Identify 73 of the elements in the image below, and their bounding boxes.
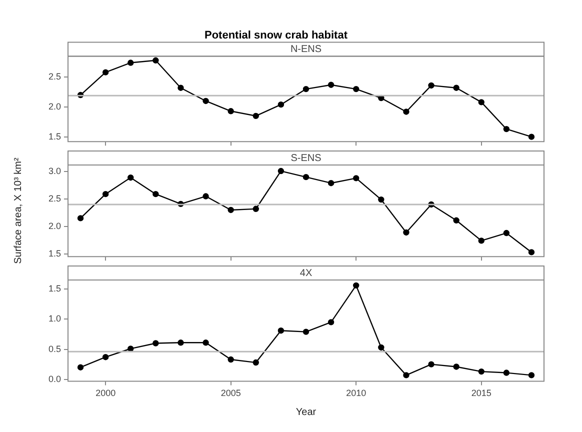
point	[228, 206, 234, 214]
chart-subtitle: S-ENS	[290, 152, 322, 164]
point	[528, 249, 535, 256]
point	[152, 340, 159, 346]
point	[353, 282, 360, 289]
point	[378, 196, 384, 203]
y-tick-label: 2.0	[48, 220, 61, 231]
point	[478, 368, 484, 375]
point	[428, 361, 434, 368]
point	[152, 57, 159, 64]
y-tick-label: 1.0	[48, 314, 61, 324]
x-axis-title: Year	[296, 406, 317, 418]
point	[128, 174, 134, 181]
point	[478, 99, 484, 106]
point	[228, 356, 234, 363]
point	[178, 340, 184, 346]
point	[102, 354, 109, 360]
point	[202, 193, 209, 200]
chart-title: Potential snow crab habitat	[204, 30, 348, 42]
point	[152, 190, 159, 198]
point	[428, 82, 434, 89]
point	[278, 101, 284, 108]
y-tick-label: 2.5	[48, 72, 61, 82]
point	[353, 86, 360, 92]
point	[77, 215, 84, 222]
point	[503, 370, 510, 376]
point	[302, 86, 310, 92]
y-tick-label: 1.5	[48, 131, 61, 142]
point	[102, 69, 109, 76]
point	[77, 364, 84, 370]
point	[328, 82, 334, 88]
point	[302, 174, 310, 180]
point	[503, 126, 510, 132]
point	[278, 168, 284, 174]
point	[378, 344, 384, 351]
point	[202, 340, 209, 346]
point	[128, 60, 134, 66]
x-tick-label: 2015	[471, 388, 492, 398]
point	[202, 98, 209, 104]
point	[278, 328, 284, 334]
point	[353, 175, 360, 182]
y-tick-label: 1.5	[48, 284, 61, 294]
x-tick-label: 2005	[220, 388, 241, 398]
point	[252, 206, 259, 212]
point	[252, 359, 259, 366]
point	[178, 84, 184, 91]
point	[302, 328, 310, 335]
point	[403, 229, 410, 236]
point	[453, 84, 460, 91]
point	[403, 372, 410, 378]
point	[328, 180, 334, 186]
point	[252, 112, 259, 120]
point	[228, 108, 234, 114]
chart-subtitle: 4X	[300, 268, 312, 279]
point	[528, 134, 535, 140]
point	[328, 319, 334, 326]
point	[453, 364, 460, 370]
chart-subtitle: N-ENS	[290, 44, 322, 55]
x-tick-label: 2010	[346, 388, 366, 398]
y-tick-label: 0.0	[48, 374, 61, 384]
point	[478, 238, 484, 244]
y-axis-title: Surface area, X 10³ km²	[12, 157, 24, 264]
y-tick-label: 3.0	[48, 166, 61, 176]
point	[403, 108, 410, 115]
point	[453, 217, 460, 224]
point	[528, 372, 535, 378]
y-tick-label: 1.5	[48, 248, 61, 258]
y-tick-label: 2.0	[48, 101, 61, 112]
y-tick-label: 0.5	[48, 344, 61, 354]
point	[102, 190, 109, 198]
y-tick-label: 2.5	[48, 193, 61, 204]
x-tick-label: 2000	[96, 388, 116, 398]
point	[503, 230, 510, 236]
